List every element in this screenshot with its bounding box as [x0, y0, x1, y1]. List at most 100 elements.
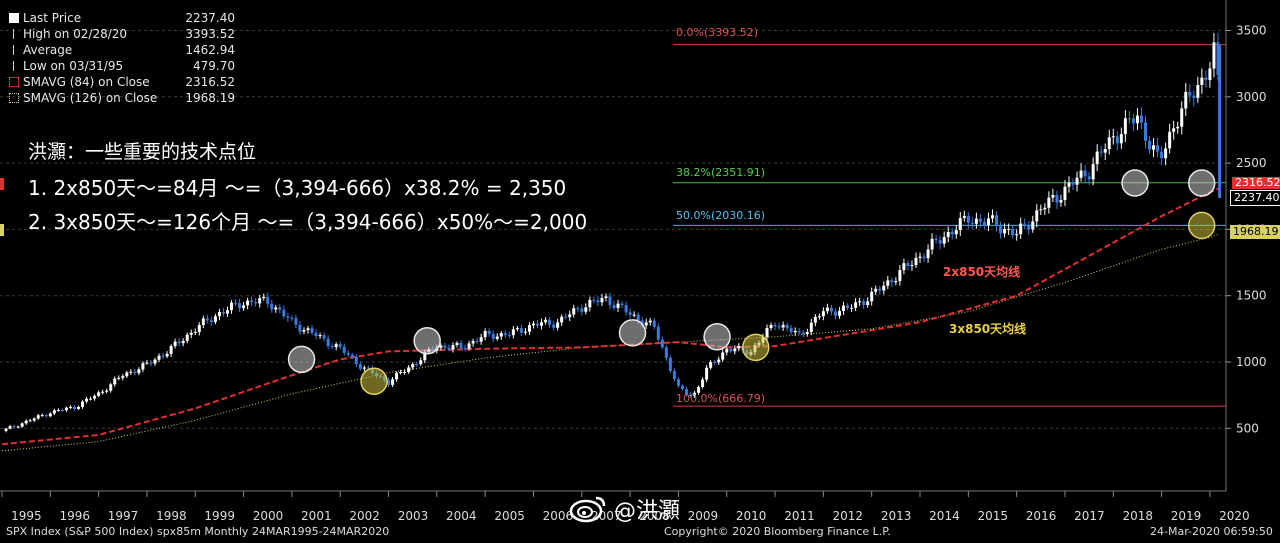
y-tick-label: 3000	[1236, 90, 1267, 104]
dotted-yellow-square-icon	[9, 93, 19, 103]
legend-row: High on 02/28/20 3393.52	[9, 26, 235, 42]
price-tag-ma126: 1968.19	[1230, 225, 1280, 239]
highlight-circle-white	[287, 345, 316, 374]
candle-body	[471, 341, 475, 344]
candle-body	[701, 379, 705, 387]
candle-body	[1148, 140, 1152, 150]
candle-body	[648, 320, 652, 323]
candle-body	[1079, 170, 1083, 178]
candle-body	[568, 314, 572, 318]
candle-body	[342, 346, 346, 353]
candle-body	[680, 385, 684, 390]
candle-body	[850, 307, 854, 309]
candle-body	[930, 238, 934, 250]
candle-body	[1131, 118, 1135, 124]
candle-body	[217, 312, 221, 317]
candle-body	[1192, 95, 1196, 98]
candle-body	[1087, 176, 1091, 180]
candle-body	[32, 418, 36, 421]
candle-body	[145, 362, 149, 364]
high-marker-icon	[13, 29, 19, 39]
candle-body	[157, 355, 161, 360]
candle-body	[439, 345, 443, 348]
candle-body	[205, 318, 209, 321]
candle-body	[395, 372, 399, 380]
legend-label: Last Price	[23, 11, 82, 25]
candle-body	[350, 354, 354, 357]
candle-body	[1015, 234, 1019, 236]
candle-body	[660, 339, 664, 348]
candle-body	[709, 362, 713, 368]
legend-row: Average 1462.94	[9, 42, 235, 58]
candle-body	[1071, 182, 1075, 185]
candle-body	[697, 386, 701, 393]
candle-body	[1019, 223, 1023, 235]
candle-body	[797, 330, 801, 333]
candle-body	[85, 398, 89, 402]
candle-body	[1156, 145, 1160, 152]
candle-body	[958, 218, 962, 231]
x-tick-label: 2020	[1219, 509, 1250, 523]
candle-body	[189, 332, 193, 335]
candle-body	[1119, 134, 1123, 144]
candle-body	[556, 322, 560, 328]
candle-body	[314, 332, 318, 337]
candle-body	[1123, 118, 1127, 135]
candle-body	[137, 369, 141, 374]
candle-body	[290, 317, 294, 319]
candle-body	[254, 302, 258, 304]
candle-body	[817, 316, 821, 318]
average-marker-icon	[13, 45, 19, 55]
legend-value: 1462.94	[185, 43, 235, 57]
candle-body	[995, 215, 999, 227]
candle-body	[805, 332, 809, 335]
candle-body	[294, 318, 298, 325]
candle-body	[632, 314, 636, 316]
candle-body	[705, 367, 709, 380]
candle-body	[1152, 145, 1156, 150]
candle-body	[1011, 228, 1015, 236]
candle-body	[531, 323, 535, 326]
candle-body	[846, 305, 850, 308]
candle-body	[503, 333, 507, 336]
highlight-circles	[287, 169, 1216, 395]
candle-body	[278, 307, 282, 310]
x-tick-label: 2003	[397, 509, 429, 523]
x-tick-label: 2013	[880, 509, 912, 523]
candle-body	[962, 215, 966, 219]
annotation-line-1: 1. 2x850天～=84月 ～=（3,394-666）x38.2% = 2,3…	[28, 176, 567, 200]
candle-body	[628, 312, 632, 315]
candle-body	[129, 371, 133, 373]
candle-body	[451, 345, 455, 350]
candle-body	[781, 324, 785, 328]
candle-body	[1031, 221, 1035, 230]
candle-body	[93, 395, 97, 399]
candle-body	[1067, 182, 1071, 187]
candle-body	[636, 314, 640, 321]
candle-body	[1176, 126, 1180, 129]
candle-body	[16, 426, 20, 428]
candle-body	[411, 364, 415, 368]
candle-body	[1160, 151, 1164, 159]
x-tick-label: 2017	[1074, 509, 1105, 523]
candle-body	[974, 218, 978, 224]
candle-body	[693, 392, 697, 396]
candle-body	[149, 362, 153, 364]
candle-body	[729, 348, 733, 352]
candle-body	[64, 407, 68, 411]
candle-body	[544, 319, 548, 323]
candle-body	[914, 257, 918, 266]
candle-body	[588, 299, 592, 308]
candle-body	[234, 302, 238, 304]
watermark-text: @洪灝	[614, 499, 681, 524]
candle-body	[185, 334, 189, 341]
candle-body	[1188, 91, 1192, 96]
candle-body	[608, 296, 612, 306]
candle-body	[1023, 223, 1027, 225]
candle-body	[354, 356, 358, 365]
candle-body	[306, 328, 310, 331]
x-tick-label: 1999	[204, 509, 235, 523]
candle-body	[733, 348, 737, 352]
candle-body	[197, 325, 201, 332]
